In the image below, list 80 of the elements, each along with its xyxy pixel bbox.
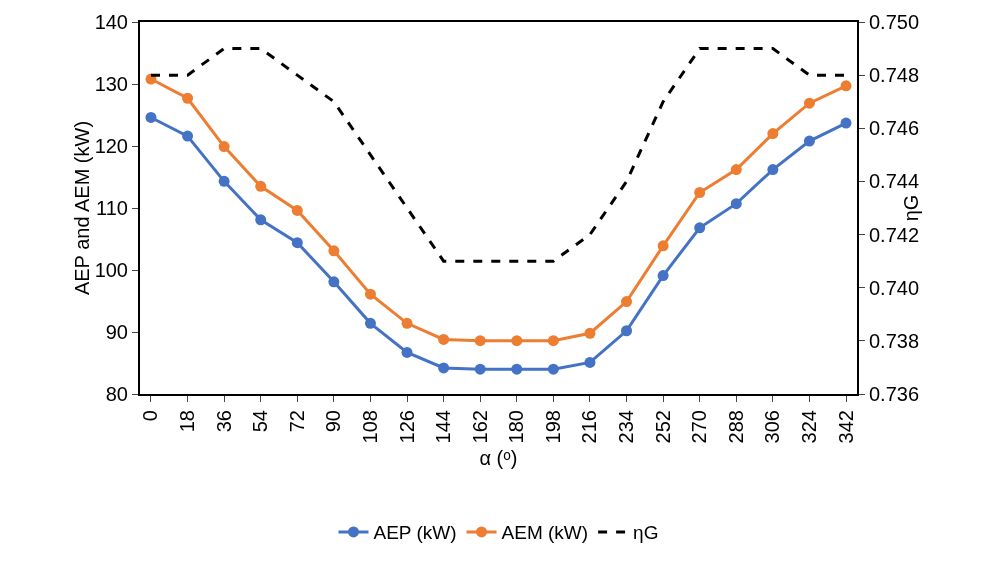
x-tick-label: 306 [761,410,784,444]
x-tick-label: 162 [468,410,491,444]
x-tick-label: 108 [358,410,381,444]
point [840,80,852,92]
point [730,198,742,210]
point [511,363,523,375]
x-tick-label: 234 [615,410,638,444]
point [328,245,340,257]
point [401,317,413,329]
x-tick-label: 126 [395,410,418,444]
y-tick-label: 140 [94,11,128,33]
point [255,214,267,226]
y-tick-label: 120 [94,135,128,157]
y2-tick-label: 0.736 [869,383,920,405]
point [621,325,633,337]
point [803,135,815,147]
x-tick-label: 252 [651,410,674,444]
point [474,335,486,347]
point [291,204,303,216]
y2-tick-label: 0.740 [869,276,920,299]
point [182,130,194,142]
y-axis-title: AEP and AEM (kW) [70,120,93,296]
y2-tick-label: 0.738 [869,329,920,352]
point [438,333,450,345]
x-tick-label: 144 [432,410,455,444]
point [182,92,194,104]
x-tick-label: 216 [578,410,601,444]
point [511,335,523,347]
point [255,180,267,192]
point [474,363,486,375]
y2-tick-label: 0.750 [869,11,920,33]
x-tick-label: 180 [505,410,528,444]
x-tick-label: 72 [285,410,308,433]
x-tick-label: 288 [724,410,747,444]
x-tick-label: 90 [322,410,345,433]
point [584,327,596,339]
point [438,362,450,374]
x-tick-label: 36 [212,410,235,433]
point [730,164,742,176]
point [328,276,340,288]
point [803,97,815,109]
point [364,288,376,300]
point [364,317,376,329]
point [584,356,596,368]
x-tick-label: 342 [834,410,857,444]
x-tick-label: 270 [688,410,711,444]
point [840,117,852,129]
y2-axis-title: ηG [900,194,922,222]
x-axis-title: α (ᵒ) [479,447,518,469]
y2-tick-label: 0.742 [869,223,920,246]
point [218,175,230,187]
point [547,335,559,347]
y-tick-label: 110 [96,197,128,219]
point [291,237,303,249]
legend-label: ηG [633,522,659,544]
point [145,111,157,123]
x-tick-label: 198 [541,410,564,444]
y2-tick-label: 0.746 [869,117,920,140]
point [401,346,413,358]
x-tick-label: 54 [249,410,272,433]
x-tick-label: 324 [797,410,820,444]
point [767,128,779,140]
point [218,141,230,153]
point [694,187,706,198]
point [621,296,633,308]
y-tick-label: 100 [94,259,128,281]
point [694,222,706,234]
legend-label: AEM (kW) [501,522,589,544]
point [767,164,779,176]
y2-tick-label: 0.744 [869,170,920,193]
y-tick-label: 130 [94,73,128,95]
x-tick-label: 0 [139,410,162,422]
x-tick-label: 18 [176,410,199,433]
legend-label: AEP (kW) [373,522,457,544]
y-tick-label: 80 [105,383,128,405]
point [547,363,559,375]
y2-tick-label: 0.748 [869,64,920,87]
point [657,240,669,252]
y-tick-label: 90 [105,321,128,343]
point [657,270,669,282]
